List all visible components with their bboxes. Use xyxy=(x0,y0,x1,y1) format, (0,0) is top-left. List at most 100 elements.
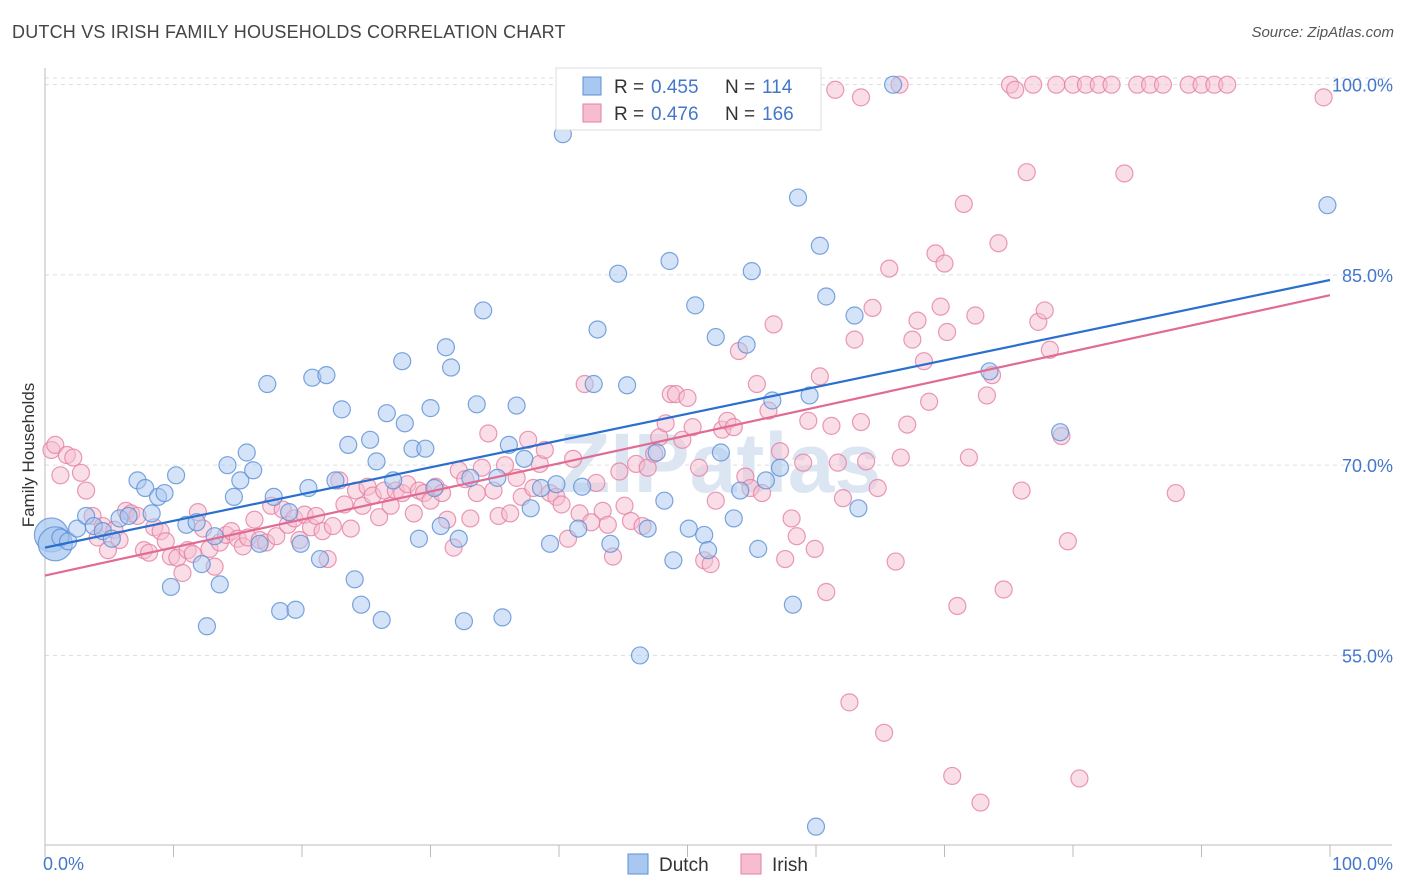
dutch-point xyxy=(310,549,330,569)
irish-point xyxy=(935,254,954,273)
irish-legend-label: Irish xyxy=(772,855,808,876)
dutch-point xyxy=(467,395,486,414)
dutch-n-label: N = xyxy=(725,77,755,98)
dutch-point xyxy=(810,236,829,255)
dutch-point xyxy=(660,251,679,271)
dutch-point xyxy=(800,386,819,405)
x-tick-label: 0.0% xyxy=(43,854,84,874)
dutch-point xyxy=(806,817,826,836)
irish-point xyxy=(903,330,922,349)
dutch-point xyxy=(521,499,540,518)
dutch-point xyxy=(271,601,290,621)
irish-point xyxy=(971,793,990,812)
irish-point xyxy=(822,416,841,435)
dutch-point xyxy=(244,461,263,480)
irish-point xyxy=(994,580,1013,599)
dutch-point xyxy=(783,595,802,614)
y-tick-label: 100.0% xyxy=(1332,76,1393,96)
irish-point xyxy=(370,508,389,527)
irish-point xyxy=(1006,80,1025,99)
irish-point xyxy=(1012,481,1031,500)
dutch-point xyxy=(737,335,756,354)
dutch-point xyxy=(584,374,603,394)
irish-point xyxy=(615,496,634,515)
dutch-point xyxy=(454,612,474,631)
dutch-point xyxy=(711,443,731,462)
irish-point xyxy=(886,552,905,571)
irish-point xyxy=(851,88,871,107)
dutch-point xyxy=(161,577,181,597)
dutch-point xyxy=(724,509,743,528)
dutch-n-value: 114 xyxy=(762,77,793,98)
irish-point xyxy=(683,418,702,437)
dutch-point xyxy=(231,471,250,490)
dutch-point xyxy=(449,529,468,548)
dutch-point xyxy=(573,477,592,496)
dutch-point xyxy=(601,534,620,553)
irish-point xyxy=(706,491,725,510)
irish-point xyxy=(908,311,927,330)
dutch-point xyxy=(224,487,243,506)
irish-point xyxy=(467,483,486,503)
irish-point xyxy=(966,306,985,325)
dutch-point xyxy=(664,551,683,570)
dutch-point xyxy=(569,519,588,538)
irish-point xyxy=(828,453,847,472)
dutch-point xyxy=(409,529,429,548)
irish-point xyxy=(1070,769,1089,788)
irish-point xyxy=(863,298,882,318)
irish-point xyxy=(943,766,962,786)
irish-point xyxy=(1115,164,1134,183)
dutch-r-value: 0.455 xyxy=(651,77,699,98)
irish-point xyxy=(1017,163,1036,182)
dutch-point xyxy=(197,617,217,636)
irish-point xyxy=(1047,75,1066,94)
irish-n-value: 166 xyxy=(762,104,794,125)
irish-point xyxy=(404,504,423,523)
dutch-point xyxy=(367,452,386,471)
irish-point xyxy=(776,549,795,569)
dutch-point xyxy=(647,443,666,462)
irish-point xyxy=(891,448,910,467)
irish-point xyxy=(1040,340,1059,359)
dutch-point xyxy=(679,519,698,538)
dutch-point xyxy=(291,534,310,553)
dutch-point xyxy=(280,503,299,522)
dutch-point xyxy=(416,439,435,458)
dutch-trend-line xyxy=(44,278,1331,549)
legend: Dutch Irish xyxy=(627,853,808,876)
irish-point xyxy=(1035,301,1054,320)
irish-point xyxy=(875,723,894,742)
dutch-point xyxy=(395,414,414,433)
irish-point xyxy=(1314,88,1333,107)
irish-point xyxy=(552,495,571,514)
dutch-point xyxy=(507,396,526,415)
dutch-point xyxy=(655,491,674,510)
irish-point xyxy=(868,478,887,498)
dutch-point xyxy=(286,600,305,619)
dutch-point xyxy=(788,188,808,207)
x-tick-label: 100.0% xyxy=(1332,854,1393,874)
irish-point xyxy=(898,415,917,434)
dutch-point xyxy=(588,320,607,339)
irish-point xyxy=(1024,75,1043,94)
dutch-point xyxy=(1051,423,1070,442)
irish-point xyxy=(173,563,192,583)
irish-point xyxy=(959,448,979,467)
dutch-point xyxy=(119,506,138,526)
irish-point xyxy=(764,315,783,334)
dutch-point xyxy=(638,519,657,538)
irish-r-value: 0.476 xyxy=(651,104,699,125)
irish-point xyxy=(689,458,709,477)
irish-point xyxy=(817,582,836,602)
irish-point xyxy=(1102,75,1121,94)
dutch-point xyxy=(237,443,256,462)
irish-point xyxy=(857,452,876,471)
irish-point xyxy=(805,539,824,558)
dutch-point xyxy=(210,575,229,594)
irish-point xyxy=(794,453,813,472)
dutch-point xyxy=(695,525,714,545)
irish-point xyxy=(610,462,629,481)
irish-point xyxy=(833,489,853,508)
